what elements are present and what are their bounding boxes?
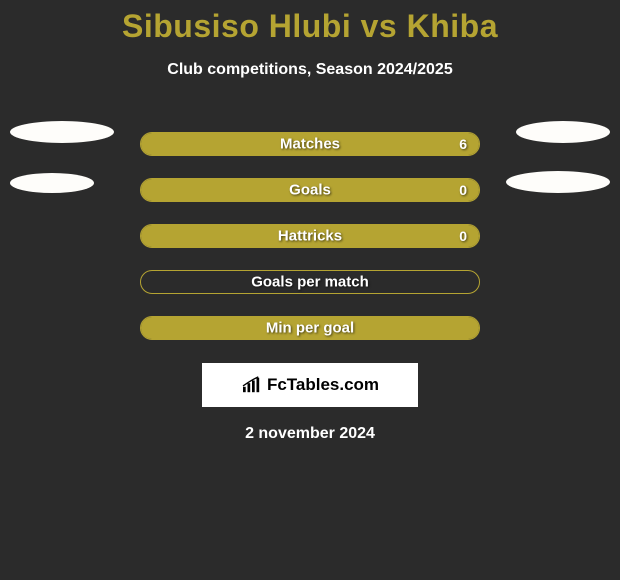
stat-row: Min per goal bbox=[0, 305, 620, 351]
stat-row: Hattricks 0 bbox=[0, 213, 620, 259]
ellipse-right bbox=[506, 171, 610, 193]
bar-track: Matches 6 bbox=[140, 132, 480, 156]
rows-host: Matches 6 Goals 0 Hattricks 0 Goals per match M… bbox=[0, 121, 620, 351]
bar-label: Min per goal bbox=[266, 320, 354, 337]
comparison-container: Sibusiso Hlubi vs Khiba Club competition… bbox=[0, 0, 620, 580]
stat-row: Matches 6 bbox=[0, 121, 620, 167]
bar-track: Goals per match bbox=[140, 270, 480, 294]
bar-fill-left bbox=[141, 179, 310, 201]
bar-track: Goals 0 bbox=[140, 178, 480, 202]
bar-label: Goals per match bbox=[251, 274, 369, 291]
bar-value: 6 bbox=[459, 136, 467, 152]
chart-icon bbox=[241, 376, 263, 394]
bar-track: Hattricks 0 bbox=[140, 224, 480, 248]
bar-track: Min per goal bbox=[140, 316, 480, 340]
ellipse-left bbox=[10, 173, 94, 193]
bar-label: Hattricks bbox=[278, 228, 342, 245]
logo-box: FcTables.com bbox=[202, 363, 418, 407]
stat-row: Goals 0 bbox=[0, 167, 620, 213]
ellipse-right bbox=[516, 121, 610, 143]
bar-label: Matches bbox=[280, 136, 340, 153]
ellipse-left bbox=[10, 121, 114, 143]
bar-value: 0 bbox=[459, 228, 467, 244]
bar-label: Goals bbox=[289, 182, 331, 199]
date-text: 2 november 2024 bbox=[0, 425, 620, 443]
logo-content: FcTables.com bbox=[241, 375, 379, 395]
bar-fill-right bbox=[310, 179, 479, 201]
page-title: Sibusiso Hlubi vs Khiba bbox=[0, 8, 620, 45]
logo-text: FcTables.com bbox=[267, 375, 379, 395]
bar-value: 0 bbox=[459, 182, 467, 198]
stat-row: Goals per match bbox=[0, 259, 620, 305]
page-subtitle: Club competitions, Season 2024/2025 bbox=[0, 61, 620, 79]
